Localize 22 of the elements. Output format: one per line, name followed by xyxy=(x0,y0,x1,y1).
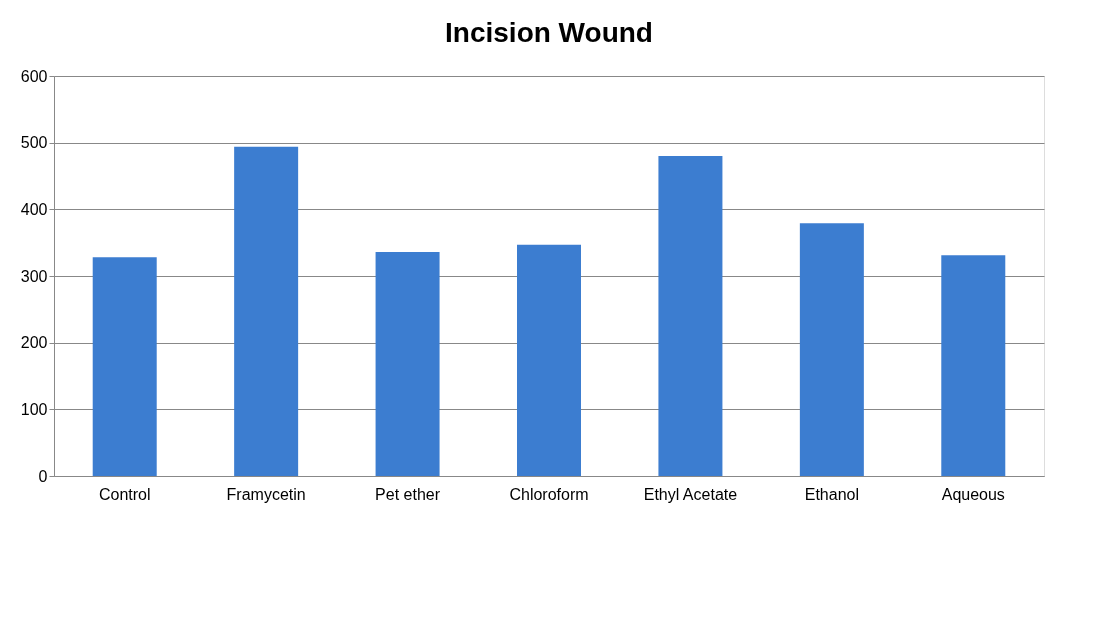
y-tick-label: 300 xyxy=(20,267,48,285)
y-tick-label: 600 xyxy=(20,67,48,85)
bar xyxy=(658,156,723,476)
bar xyxy=(92,257,157,476)
x-tick-label: Control xyxy=(98,485,151,503)
y-tick-label: 0 xyxy=(38,467,48,485)
x-tick-label: Pet ether xyxy=(375,485,441,503)
y-tick-label: 400 xyxy=(20,200,48,218)
y-tick-label: 200 xyxy=(20,334,48,352)
y-tick-label: 500 xyxy=(20,134,48,152)
chart-title: Incision Wound xyxy=(445,17,653,48)
bar xyxy=(234,146,299,476)
x-tick-label: Chloroform xyxy=(509,485,589,503)
bar xyxy=(799,223,864,476)
bar xyxy=(517,244,581,476)
x-tick-label: Ethanol xyxy=(804,485,859,503)
y-tick-label: 100 xyxy=(20,400,48,418)
bar xyxy=(941,255,1006,476)
x-tick-label: Aqueous xyxy=(941,485,1005,503)
bar xyxy=(375,252,440,476)
x-tick-label: Framycetin xyxy=(226,485,306,503)
x-tick-label: Ethyl Acetate xyxy=(643,485,738,503)
